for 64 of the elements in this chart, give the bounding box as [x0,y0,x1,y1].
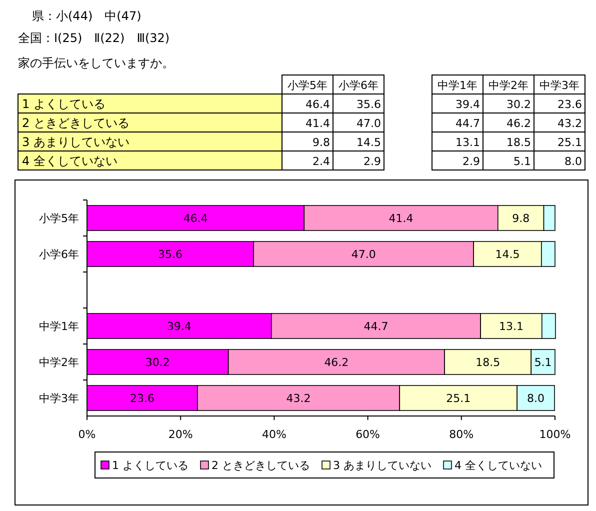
y-tick-label: 中学3年 [39,392,79,405]
legend-label: 1 よくしている [112,459,188,472]
data-label: 46.2 [506,117,531,130]
data-label: 8.0 [527,392,545,405]
data-label: 43.2 [558,117,582,130]
data-label: 9.8 [512,212,530,225]
data-label: 46.2 [324,356,349,369]
x-tick-label: 0% [78,428,96,441]
text: 全国：Ⅰ(25) Ⅱ(22) Ⅲ(32) [18,31,170,45]
data-label: 2.9 [462,155,480,168]
x-tick-label: 40% [262,428,286,441]
data-label: 2.4 [312,155,330,168]
y-tick-label: 小学6年 [39,248,79,261]
data-label: 41.4 [306,117,330,130]
data-label: 13.1 [456,136,480,149]
text: 2 ときどきしている [22,116,130,130]
data-label: 30.2 [506,98,531,111]
data-label: 18.5 [476,356,500,369]
data-label: 8.0 [564,155,582,168]
x-tick-label: 60% [356,428,380,441]
legend-label: 2 ときどきしている [212,459,310,472]
data-label: 47.0 [351,248,376,261]
data-label: 30.2 [145,356,170,369]
y-tick-label: 中学2年 [39,356,79,369]
y-tick-label: 小学5年 [39,212,79,225]
text: 4 全くしていない [22,154,118,168]
category-label: 中学2年 [488,79,528,92]
data-label: 5.1 [514,155,531,168]
data-label: 2.9 [364,155,381,168]
data-label: 23.6 [558,98,582,111]
data-label: 43.2 [286,392,311,405]
category-label: 中学1年 [438,79,478,92]
x-tick-label: 20% [168,428,193,441]
data-label: 47.0 [356,117,381,130]
legend-label: 4 全くしていない [454,459,542,472]
data-label: 5.1 [534,356,552,369]
data-label: 14.5 [356,136,381,149]
data-label: 35.6 [356,98,381,111]
data-label: 46.4 [306,98,330,111]
data-label: 41.4 [388,212,414,225]
category-label: 中学3年 [540,79,580,92]
x-tick-label: 80% [449,428,474,441]
data-label: 14.5 [495,248,520,261]
data-label: 23.6 [130,392,154,405]
data-label: 44.7 [364,320,388,333]
data-label: 35.6 [158,248,183,261]
data-label: 46.4 [183,212,208,225]
text: 家の手伝いをしていますか。 [18,56,174,70]
category-label: 小学5年 [288,79,328,92]
text: 1 よくしている [22,97,106,111]
data-label: 9.8 [312,136,330,149]
legend-label: 3 あまりしていない [333,459,432,472]
y-tick-label: 中学1年 [39,320,79,333]
text: 3 あまりしていない [22,135,130,149]
category-label: 小学6年 [338,79,378,92]
data-label: 25.1 [558,136,582,149]
data-label: 44.7 [456,117,480,130]
data-label: 39.4 [456,98,480,111]
data-label: 39.4 [166,320,192,333]
text: 県：小(44) 中(47) [32,9,142,23]
data-label: 13.1 [498,320,524,333]
data-label: 18.5 [506,136,531,149]
data-label: 25.1 [446,392,471,405]
x-tick-label: 100% [539,428,571,441]
